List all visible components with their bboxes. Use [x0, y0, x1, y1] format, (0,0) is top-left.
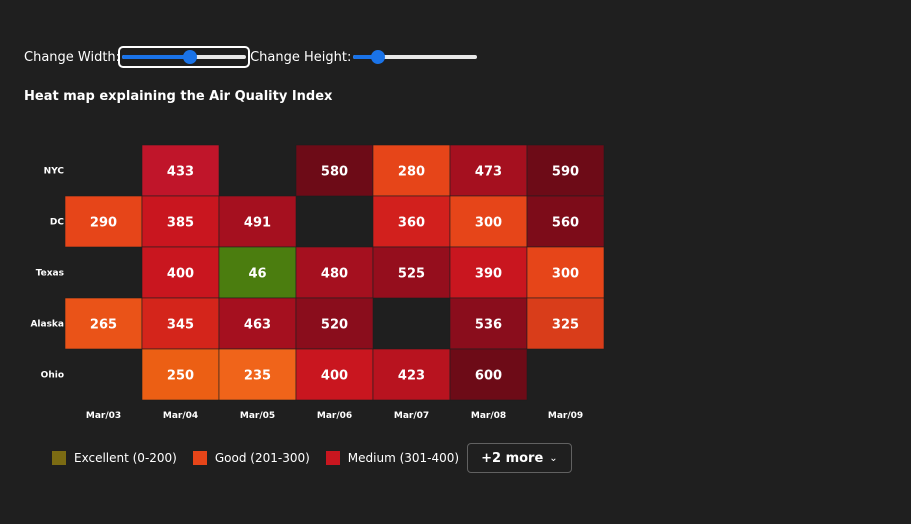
- x-tick-label: Mar/09: [548, 411, 583, 421]
- heatmap-cell[interactable]: [449, 246, 528, 299]
- data-label: 250: [167, 369, 194, 384]
- legend-item[interactable]: Good (201-300): [192, 451, 310, 465]
- heatmap-cell[interactable]: [141, 297, 220, 350]
- legend-label: Good (201-300): [214, 451, 310, 465]
- width-slider-thumb[interactable]: [183, 50, 198, 64]
- width-slider-fill: [122, 55, 191, 59]
- heatmap-cell[interactable]: [526, 297, 605, 350]
- height-slider[interactable]: [351, 48, 479, 66]
- heatmap-cell[interactable]: [218, 348, 297, 401]
- y-tick-label: Ohio: [41, 371, 64, 381]
- chevron-down-icon: ⌄: [549, 452, 558, 464]
- data-label: 520: [321, 318, 348, 333]
- chart-title: Heat map explaining the Air Quality Inde…: [24, 89, 333, 104]
- data-label: 300: [552, 267, 579, 282]
- heatmap-cell[interactable]: [526, 246, 605, 299]
- data-label: 400: [321, 369, 348, 384]
- data-label: 463: [244, 318, 271, 333]
- data-label: 600: [475, 369, 502, 384]
- y-tick-label: Texas: [36, 269, 64, 279]
- data-label: 580: [321, 165, 348, 180]
- heatmap-cell[interactable]: [64, 297, 143, 350]
- legend-swatch: [52, 451, 66, 465]
- heatmap-cell[interactable]: [218, 297, 297, 350]
- data-label: 560: [552, 216, 579, 231]
- x-tick-label: Mar/07: [394, 411, 429, 421]
- data-label: 325: [552, 318, 579, 333]
- heatmap-cell[interactable]: [372, 348, 451, 401]
- x-tick-label: Mar/04: [163, 411, 198, 421]
- data-label: 480: [321, 267, 348, 282]
- legend-more-button[interactable]: +2 more ⌄: [467, 443, 572, 473]
- y-tick-label: NYC: [44, 167, 65, 177]
- legend-swatch: [192, 451, 207, 465]
- data-label: 300: [475, 216, 502, 231]
- heatmap-cell[interactable]: [449, 144, 528, 197]
- data-label: 433: [167, 165, 194, 180]
- legend-item[interactable]: Excellent (0-200): [52, 451, 177, 465]
- x-tick-label: Mar/05: [240, 411, 275, 421]
- data-label: 590: [552, 165, 579, 180]
- data-label: 290: [90, 216, 117, 231]
- data-label: 345: [167, 318, 194, 333]
- data-label: 265: [90, 318, 117, 333]
- width-label: Change Width:: [24, 49, 121, 65]
- heatmap-cell[interactable]: [449, 195, 528, 248]
- legend-more-label: +2 more: [481, 450, 544, 466]
- height-label: Change Height:: [250, 49, 352, 65]
- heatmap-cell[interactable]: [449, 297, 528, 350]
- heatmap-cell[interactable]: [526, 144, 605, 197]
- data-label: 536: [475, 318, 502, 333]
- x-tick-label: Mar/06: [317, 411, 352, 421]
- width-slider[interactable]: [118, 46, 251, 68]
- x-tick-label: Mar/08: [471, 411, 506, 421]
- data-label: 360: [398, 216, 425, 231]
- data-label: 235: [244, 369, 271, 384]
- chart-legend: Excellent (0-200) Good (201-300) Medium (3…: [52, 443, 572, 473]
- height-slider-fill: [353, 55, 379, 59]
- data-label: 525: [398, 267, 425, 282]
- data-label: 473: [475, 165, 502, 180]
- data-label: 280: [398, 165, 425, 180]
- size-controls: Change Width: Change Height:: [24, 46, 481, 68]
- data-label: 491: [244, 216, 271, 231]
- heatmap-cell[interactable]: [295, 348, 374, 401]
- data-label: 390: [475, 267, 502, 282]
- data-label: 385: [167, 216, 194, 231]
- data-label: 400: [167, 267, 194, 282]
- heatmap-cell[interactable]: [218, 195, 297, 248]
- heatmap-cell[interactable]: [64, 195, 143, 248]
- heatmap-cell[interactable]: [141, 246, 220, 299]
- heatmap-cell[interactable]: [295, 297, 374, 350]
- heatmap-cell[interactable]: [372, 195, 451, 248]
- height-slider-track: [353, 55, 478, 59]
- legend-label: Excellent (0-200): [74, 451, 177, 465]
- heatmap-cell[interactable]: [449, 348, 528, 401]
- y-tick-label: Alaska: [30, 320, 64, 330]
- y-tick-label: DC: [50, 218, 64, 228]
- height-slider-thumb[interactable]: [371, 50, 386, 64]
- heatmap-cell[interactable]: [526, 195, 605, 248]
- data-label: 46: [248, 267, 266, 282]
- heatmap-cell[interactable]: [141, 348, 220, 401]
- legend-swatch: [325, 451, 340, 465]
- heatmap-cell[interactable]: [141, 195, 220, 248]
- legend-label: Medium (301-400): [347, 451, 460, 465]
- heatmap-chart: NYC 433 580 280 473 590 DC 290 385 491 360 300 560 Te…: [30, 144, 605, 421]
- data-label: 423: [398, 369, 425, 384]
- x-tick-label: Mar/03: [86, 411, 121, 421]
- heatmap-cell[interactable]: [218, 246, 297, 299]
- heatmap-cell[interactable]: [372, 246, 451, 299]
- legend-item[interactable]: Medium (301-400): [325, 451, 460, 465]
